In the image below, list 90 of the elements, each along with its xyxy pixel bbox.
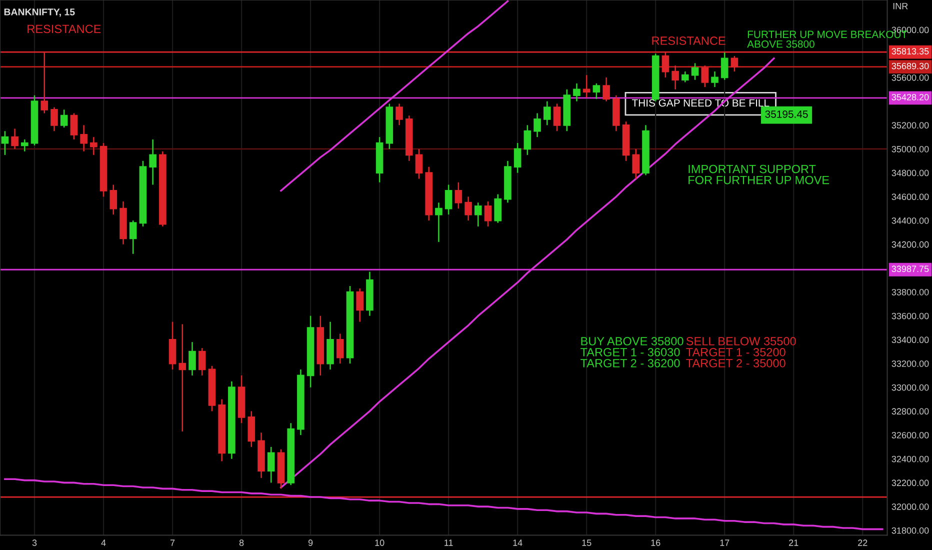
y-tick-label: 32600.00 — [892, 432, 929, 438]
ref-line-label: 35428.20 — [892, 94, 929, 100]
ref-line-label: 35689.30 — [892, 62, 929, 70]
y-tick-label: 33600.00 — [892, 312, 929, 320]
candlestick — [514, 142, 522, 174]
candlestick — [454, 182, 462, 210]
x-tick-label: 22 — [858, 540, 868, 546]
candlestick — [730, 55, 738, 72]
candlestick — [534, 112, 541, 138]
y-tick-label: 33800.00 — [892, 288, 929, 296]
candlestick — [524, 124, 532, 156]
x-tick-label: 9 — [308, 540, 313, 546]
candlestick — [415, 148, 423, 180]
annotation: RESISTANCE — [28, 24, 101, 34]
candlestick — [573, 82, 580, 102]
candlestick — [435, 202, 442, 243]
candlestick — [444, 184, 452, 216]
annotation: BUY ABOVE 35800 TARGET 1 - 36030 TARGET 2 - 36200 — [580, 337, 684, 368]
x-tick-label: 16 — [651, 540, 660, 546]
candlestick — [149, 138, 156, 186]
candlestick — [70, 112, 78, 140]
text: INR — [893, 3, 908, 10]
candlestick — [90, 136, 98, 156]
candlestick — [198, 347, 206, 376]
y-tick-label: 35000.00 — [892, 146, 929, 152]
y-tick-label: 32800.00 — [892, 408, 929, 415]
y-tick-label: 33400.00 — [892, 336, 929, 344]
y-tick-label: 33000.00 — [892, 384, 929, 391]
y-tick-label: 32400.00 — [892, 456, 929, 462]
x-tick-label: 10 — [375, 540, 384, 546]
y-tick-label: 33200.00 — [892, 360, 929, 367]
x-tick-label: 3 — [32, 540, 37, 546]
candlestick — [80, 124, 88, 152]
candlestick — [484, 200, 492, 228]
candlestick — [110, 184, 118, 216]
candlestick — [178, 324, 186, 432]
candlestick — [682, 70, 689, 83]
candlestick — [720, 52, 728, 80]
candlestick — [701, 64, 709, 88]
y-tick-label: 35600.00 — [892, 74, 929, 81]
y-tick-label: 34800.00 — [892, 170, 929, 176]
candlestick — [494, 194, 502, 224]
x-tick-label: 8 — [239, 540, 244, 546]
y-tick-label: 32000.00 — [892, 504, 929, 510]
x-tick-label: 17 — [720, 540, 730, 546]
x-tick-label: 11 — [444, 540, 453, 546]
x-tick-label: 14 — [513, 540, 522, 546]
x-tick-label: 7 — [170, 540, 175, 546]
annotation: 35195.45 — [765, 110, 808, 118]
x-tick-label: 21 — [789, 540, 798, 546]
candlestick — [248, 410, 256, 448]
text: BANKNIFTY, 15 — [4, 8, 75, 17]
ref-line-label: 33987.75 — [892, 266, 929, 272]
candlestick — [50, 106, 58, 132]
candlestick — [464, 196, 472, 222]
y-tick-label: 34200.00 — [892, 241, 929, 248]
ref-line-label: 35813.35 — [892, 48, 929, 54]
candlestick — [396, 103, 403, 126]
x-tick-label: 15 — [582, 540, 592, 546]
candlestick — [11, 128, 18, 150]
line-series — [4, 478, 884, 530]
candlestick — [602, 76, 610, 102]
annotation: IMPORTANT SUPPORT FOR FURTHER UP MOVE — [688, 164, 830, 184]
candlestick — [711, 70, 718, 88]
candlestick — [691, 62, 699, 80]
x-tick-label: 4 — [101, 540, 106, 546]
candlestick — [356, 288, 364, 322]
candlestick — [474, 202, 482, 228]
candlestick — [672, 64, 679, 90]
candlestick — [582, 74, 590, 98]
candlestick — [1, 130, 9, 156]
annotation: RESISTANCE — [652, 36, 726, 45]
y-tick-label: 32200.00 — [892, 480, 929, 486]
candlestick — [188, 341, 196, 376]
y-tick-label: 34600.00 — [892, 194, 929, 200]
candlestick — [60, 109, 68, 128]
y-tick-label: 34400.00 — [892, 217, 929, 224]
candlestick — [543, 100, 551, 126]
candlestick — [129, 220, 137, 254]
annotation: SELL BELOW 35500 TARGET 1 - 35200 TARGET 2 - 35000 — [686, 337, 796, 368]
candlestick — [267, 446, 275, 484]
candlestick — [168, 321, 176, 370]
candlestick — [326, 321, 334, 370]
candlestick — [20, 138, 28, 152]
candlestick — [592, 82, 600, 100]
candlestick — [336, 333, 344, 364]
candlestick — [553, 103, 561, 132]
y-tick-label: 35200.00 — [892, 122, 929, 129]
candlestick — [632, 148, 640, 180]
y-tick-label: 31800.00 — [892, 527, 929, 534]
